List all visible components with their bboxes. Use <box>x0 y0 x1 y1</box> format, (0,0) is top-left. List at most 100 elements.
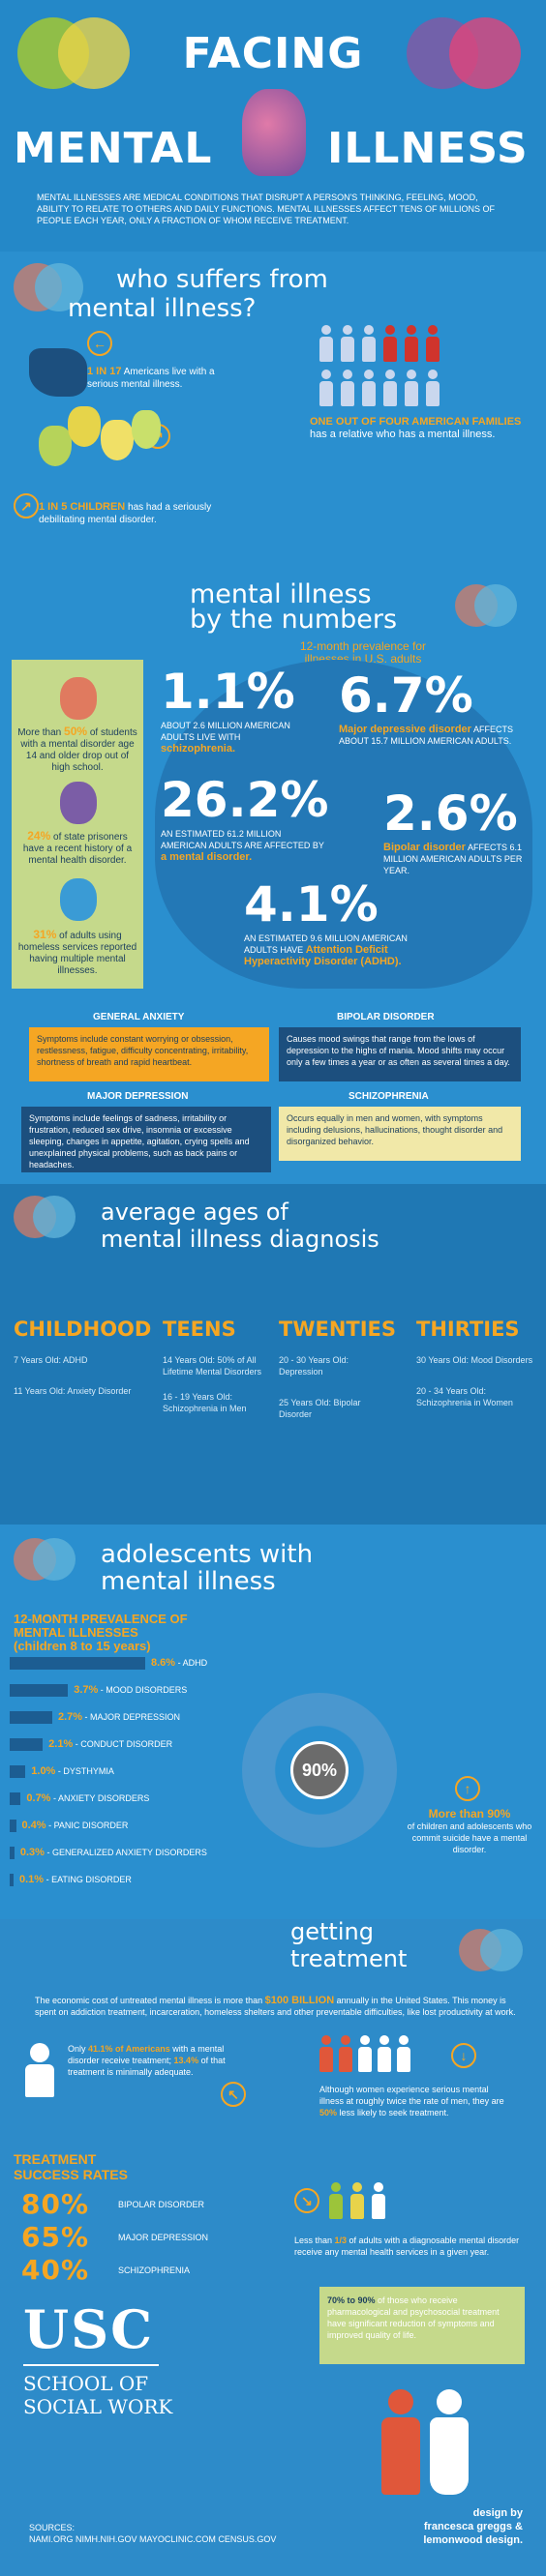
age-col-0-head: CHILDHOOD <box>14 1318 152 1341</box>
circle-pink-icon <box>449 17 521 89</box>
who-section: who suffers from mental illness? ← 1 IN … <box>0 252 546 571</box>
adol-sub-1: 12-MONTH PREVALENCE OF <box>14 1612 188 1626</box>
who-circle2-icon <box>35 263 83 311</box>
treat-arrow1-icon: ↖ <box>221 2082 246 2107</box>
bar-8 <box>10 1873 14 1886</box>
head-silhouette-icon <box>155 660 532 989</box>
treat-women-hl: 50% <box>319 2108 338 2117</box>
age-col-0-a: 7 Years Old: ADHD <box>14 1355 88 1365</box>
treat-title-1: getting <box>290 1918 374 1945</box>
age-col-2-b: 25 Years Old: Bipolar Disorder <box>279 1398 361 1419</box>
who-arrow3-icon: ↗ <box>14 493 39 518</box>
treat-only: Only 41.1% of Americans with a mental di… <box>68 2043 252 2078</box>
stat-0-text: ABOUT 2.6 MILLION AMERICAN ADULTS LIVE W… <box>161 720 316 755</box>
disorder-1-text: Causes mood swings that range from the l… <box>279 1027 521 1081</box>
women-person-icon <box>319 2035 333 2072</box>
stat-0-hl: schizophrenia. <box>161 743 236 755</box>
bar-name-8: - Eating Disorder <box>44 1875 132 1884</box>
design-credit-2: francesca greggs & <box>423 2521 523 2532</box>
who-title-1: who suffers from <box>116 265 328 294</box>
bar-row-4: 1.0% - Dysthymia <box>10 1764 114 1778</box>
adult-person-icon <box>350 2182 364 2219</box>
disorder-2-title: MAJOR DEPRESSION <box>87 1091 189 1102</box>
bar-value-7: 0.3% <box>19 1847 45 1858</box>
family-person-icon <box>362 325 376 362</box>
family-person-icon <box>341 370 354 406</box>
numbers-section: mental illness by the numbers 12-month p… <box>0 571 546 996</box>
disorder-1-title: BIPOLAR DISORDER <box>337 1012 435 1022</box>
disorder-2-text: Symptoms include feelings of sadness, ir… <box>21 1107 271 1172</box>
wheel-center: 90% <box>290 1741 349 1799</box>
intro-text: MENTAL ILLNESSES ARE MEDICAL CONDITIONS … <box>37 192 495 225</box>
numbers-circle2-icon <box>474 584 517 627</box>
treat-circle2-icon <box>480 1929 523 1971</box>
who-stat3-hl: 1 IN 5 CHILDREN <box>39 501 126 513</box>
ages-circle2-icon <box>33 1196 76 1238</box>
bar-name-2: - Major Depression <box>82 1712 181 1722</box>
adult-person-icon <box>372 2182 385 2219</box>
treat-third-pre: Less than <box>294 2235 335 2245</box>
stat-4-pre: AN ESTIMATED 9.6 MILLION AMERICAN ADULTS… <box>244 933 408 955</box>
treat-women: Although women experience serious mental… <box>319 2084 513 2118</box>
bar-row-5: 0.7% - Anxiety Disorders <box>10 1791 149 1805</box>
treat-only-mid: with a mental disorder receive treatment… <box>68 2044 225 2065</box>
disorder-3-title: SCHIZOPHRENIA <box>349 1091 429 1102</box>
stat-1-rest: AFFECTS ABOUT 15.7 MILLION AMERICAN ADUL… <box>339 725 513 746</box>
bar-6 <box>10 1819 16 1832</box>
bar-label-3: 2.1% - Conduct Disorder <box>48 1738 172 1750</box>
bar-row-0: 8.6% - ADHD <box>10 1656 207 1670</box>
bar-value-4: 1.0% <box>31 1765 56 1777</box>
sources-label: SOURCES: <box>29 2523 76 2532</box>
bar-2 <box>10 1710 52 1724</box>
stat-1: 6.7% Major depressive disorder AFFECTS A… <box>339 671 523 747</box>
treat-cost: The economic cost of untreated mental il… <box>35 1995 519 2018</box>
school-2: SOCIAL WORK <box>23 2395 173 2418</box>
women-figures-icon <box>319 2035 410 2080</box>
age-col-3-a: 30 Years Old: Mood Disorders <box>416 1355 533 1365</box>
adol-note: More than 90% of children and adolescent… <box>407 1807 532 1855</box>
stat-0-value: 1.1% <box>161 664 295 720</box>
family-person-icon <box>362 370 376 406</box>
rate-row-1: 65% Major Depression <box>21 2221 208 2253</box>
title-left: MENTAL <box>14 124 213 173</box>
bar-value-2: 2.7% <box>57 1711 83 1723</box>
adol-title-1: adolescents with <box>101 1540 314 1569</box>
stat-0: 1.1% ABOUT 2.6 MILLION AMERICAN ADULTS L… <box>161 667 316 755</box>
women-person-icon <box>378 2035 391 2072</box>
stat-3-value: 2.6% <box>383 785 518 842</box>
brain-head-icon <box>242 89 306 176</box>
treat-women-pre: Although women experience serious mental… <box>319 2085 504 2106</box>
who-arrow1-icon: ← <box>87 331 112 356</box>
family-icons <box>319 325 523 412</box>
who-stat1-rest: Americans live with a serious mental ill… <box>87 367 215 390</box>
bar-row-6: 0.4% - Panic Disorder <box>10 1819 128 1832</box>
women-person-icon <box>339 2035 352 2072</box>
callout-box: 70% to 90% of those who receive pharmaco… <box>319 2287 525 2364</box>
stat-0-pre: ABOUT 2.6 MILLION AMERICAN ADULTS LIVE W… <box>161 721 290 742</box>
stat-3-rest: AFFECTS 6.1 MILLION AMERICAN ADULTS PER … <box>383 843 523 875</box>
us-map-icon <box>29 348 87 397</box>
rate-0-value: 80% <box>21 2188 90 2220</box>
numbers-title-2: by the numbers <box>190 605 398 635</box>
side-stat-0-pre: More than <box>17 727 65 738</box>
stat-4-text: AN ESTIMATED 9.6 MILLION AMERICAN ADULTS… <box>244 933 418 967</box>
age-col-teens: TEENS 14 Years Old: 50% of All Lifetime … <box>163 1318 269 1414</box>
bar-label-0: 8.6% - ADHD <box>151 1657 207 1669</box>
bar-5 <box>10 1791 21 1805</box>
bar-name-0: - ADHD <box>175 1658 208 1668</box>
age-col-3-head: THIRTIES <box>416 1318 520 1341</box>
family-person-icon <box>405 325 418 362</box>
age-col-1-head: TEENS <box>163 1318 236 1341</box>
rate-1-value: 65% <box>21 2221 90 2253</box>
bar-row-1: 3.7% - Mood Disorders <box>10 1683 187 1697</box>
title-right: ILLNESS <box>327 124 529 173</box>
who-title-2: mental illness? <box>68 294 257 323</box>
age-col-childhood: CHILDHOOD 7 Years Old: ADHD 11 Years Old… <box>14 1318 152 1397</box>
rates-title-2: SUCCESS RATES <box>14 2167 128 2182</box>
treat-third-rest: of adults with a diagnosable mental diso… <box>294 2235 520 2257</box>
treat-third: Less than 1/3 of adults with a diagnosab… <box>294 2235 523 2258</box>
header: FACING MENTAL ILLNESS MENTAL ILLNESSES A… <box>0 0 546 252</box>
nurse-icon <box>25 2043 54 2097</box>
adol-arrow-icon: ↑ <box>455 1776 480 1801</box>
prisoner-head-icon <box>60 782 97 824</box>
